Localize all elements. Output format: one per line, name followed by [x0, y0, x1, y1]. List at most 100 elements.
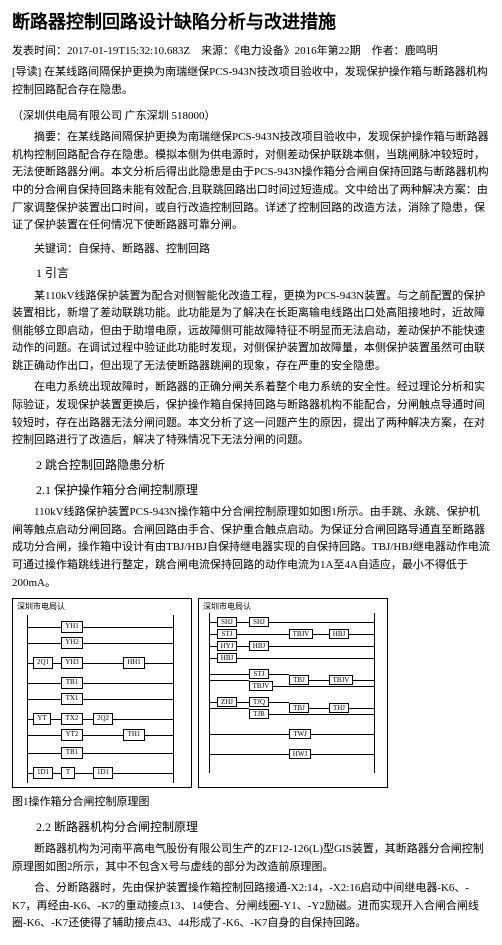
section-2-heading: 2 跳合控制回路隐患分析 [12, 456, 490, 475]
diagram-node: SHJ [249, 617, 269, 627]
diagram-node: TX2 [61, 713, 83, 725]
diagram-line [83, 663, 123, 664]
diagram-node: TB1 [61, 747, 83, 759]
diagram-line [353, 680, 374, 681]
abstract: 摘要：在某线路间隔保护更换为南瑞继保PCS-943N技改项目验收中，发现保护操作… [12, 129, 490, 235]
diagram-node: TJR [249, 709, 269, 719]
diagram-node: TX1 [61, 693, 83, 705]
diagram-line [51, 719, 61, 720]
diagram-line [209, 658, 217, 659]
diagram-node: TBJV [329, 675, 353, 685]
diagram-line [269, 674, 289, 675]
diagram-line [209, 634, 217, 635]
diagram-left: 深圳市电局认 YH1YH22Q1YH3HH1TB1TX1YTTX22Q2YT2T… [12, 598, 192, 788]
diagram-line [209, 622, 217, 623]
diagram-line [53, 663, 61, 664]
diagram-line [349, 708, 374, 709]
section-22-p2: 合、分断路器时，先由保护装置操作箱控制回路接通-X2:14，-X2:16启动中间… [12, 880, 490, 933]
diagram-line [113, 719, 173, 720]
diagram-line [83, 683, 173, 684]
diagram-line [83, 719, 93, 720]
diagram-node: YH3 [61, 657, 83, 669]
diagram-node: TWJ [289, 729, 311, 739]
affiliation: （深圳供电局有限公司 广东深圳 518000） [12, 108, 490, 126]
publish-time-label: 发表时间： [12, 45, 67, 57]
diagram-line [309, 708, 329, 709]
diagram-line [273, 686, 374, 687]
diagram-line [237, 622, 249, 623]
diagram-line [145, 663, 173, 664]
diagram-line [237, 646, 249, 647]
diagram-line [27, 699, 61, 700]
diagram-line [27, 735, 61, 736]
diagram-line [313, 634, 329, 635]
section-1-p1: 某110kV线路保护装置为配合对侧智能化改造工程，更换为PCS-943N装置。与… [12, 288, 490, 376]
diagram-node: 1D1 [93, 767, 113, 779]
diagram-line [269, 622, 374, 623]
diagram-line [209, 680, 249, 681]
diagram-left-title: 深圳市电局认 [17, 601, 65, 614]
diagram-node: SHJ [217, 617, 237, 627]
diagram-node: HBJ [249, 641, 269, 651]
diagram-right-title: 深圳市电局认 [203, 601, 251, 614]
section-1-heading: 1 引言 [12, 264, 490, 283]
lead-text: [导读] 在某线路间隔保护更换为南瑞继保PCS-943N技改项目验收中，发现保护… [12, 64, 490, 99]
diagram-line [27, 627, 61, 628]
diagram-node: YH2 [61, 637, 83, 649]
meta-line: 发表时间：2017-01-19T15:32:10.683Z 来源：《电力设备》2… [12, 43, 490, 61]
source-label: 来源： [201, 45, 234, 57]
diagram-node: TBJ [289, 675, 309, 685]
diagram-line [27, 643, 61, 644]
diagram-line [269, 714, 374, 715]
diagram-node: TH1 [123, 729, 145, 741]
diagram-node: HH1 [123, 657, 145, 669]
diagram-line [145, 735, 173, 736]
diagram-node: TBJV [249, 681, 273, 691]
diagram-line [209, 734, 289, 735]
keywords-label: 关键词： [34, 243, 78, 255]
diagram-line [269, 702, 289, 703]
section-1-p2: 在电力系统出现故障时，断路器的正确分闸关系着整个电力系统的安全性。经过理论分析和… [12, 379, 490, 449]
diagram-line [83, 643, 173, 644]
diagram-node: T [61, 767, 75, 779]
diagram-line [374, 613, 375, 773]
diagram-line [209, 708, 249, 709]
author-value: 鹿鸣明 [405, 45, 438, 57]
figure-1-caption: 图1操作箱分合闸控制原理图 [12, 794, 490, 812]
diagram-line [349, 634, 374, 635]
diagram-line [311, 734, 374, 735]
diagram-line [269, 646, 374, 647]
diagram-node: HBJ [217, 653, 237, 663]
diagram-node: TJQ [249, 697, 269, 707]
diagram-line [209, 613, 210, 773]
diagram-line [53, 773, 61, 774]
diagram-line [83, 627, 173, 628]
diagram-node: YT [33, 713, 51, 725]
diagram-node: ZHJ [217, 697, 237, 707]
diagram-line [237, 634, 289, 635]
diagram-node: 2Q2 [93, 713, 113, 725]
diagram-node: TBJ [289, 703, 309, 713]
diagram-node: STJ [217, 629, 237, 639]
section-22-p1: 断路器机构为河南平高电气股份有限公司生产的ZF12-126(L)型GIS装置，其… [12, 841, 490, 876]
diagram-line [75, 773, 93, 774]
diagram-line [209, 646, 217, 647]
diagram-line [237, 658, 374, 659]
publish-time: 2017-01-19T15:32:10.683Z [67, 45, 190, 57]
diagram-line [113, 773, 173, 774]
section-22-heading: 2.2 断路器机构分合闸控制原理 [12, 818, 490, 837]
diagram-line [83, 735, 123, 736]
diagram-node: 1D1 [33, 767, 53, 779]
diagram-line [209, 674, 249, 675]
diagram-line [173, 615, 174, 783]
diagram-node: HYJ [217, 641, 237, 651]
source-value: 《电力设备》2016年第22期 [234, 45, 361, 57]
diagram-line [27, 753, 61, 754]
diagram-line [237, 702, 249, 703]
keywords-value: 自保持、断路器、控制回路 [78, 243, 210, 255]
diagram-node: YT2 [61, 729, 83, 741]
diagram-line [27, 683, 61, 684]
author-label: 作者： [372, 45, 405, 57]
diagram-node: HWJ [289, 749, 311, 759]
keywords-line: 关键词：自保持、断路器、控制回路 [12, 241, 490, 259]
